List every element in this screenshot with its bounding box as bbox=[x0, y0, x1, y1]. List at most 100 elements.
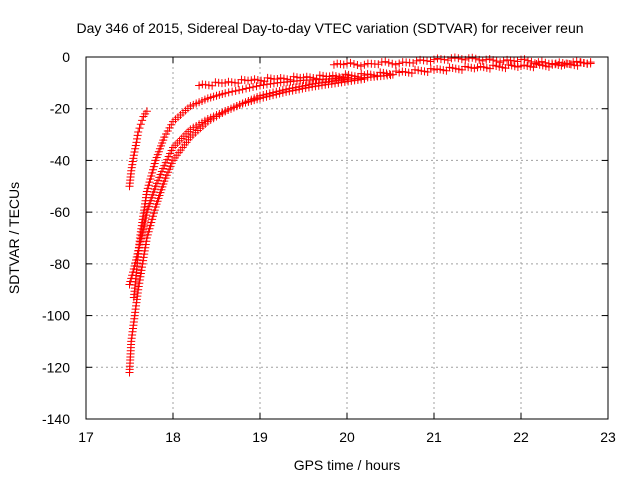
grid bbox=[86, 57, 608, 419]
data-point bbox=[173, 138, 182, 147]
data-point bbox=[283, 75, 292, 84]
data-point bbox=[259, 93, 268, 102]
data-point bbox=[289, 72, 298, 81]
y-tick-label: -100 bbox=[42, 308, 70, 324]
data-point bbox=[374, 60, 383, 69]
data-points bbox=[125, 53, 595, 377]
data-point bbox=[221, 89, 230, 98]
data-point bbox=[530, 59, 539, 68]
data-point bbox=[133, 134, 142, 143]
data-point bbox=[130, 148, 139, 157]
y-tick-label: -80 bbox=[50, 256, 70, 272]
data-point bbox=[471, 54, 480, 63]
y-tick-label: -120 bbox=[42, 359, 70, 375]
data-point bbox=[195, 81, 204, 90]
data-point bbox=[139, 253, 148, 262]
data-point bbox=[133, 131, 142, 140]
data-point bbox=[349, 59, 358, 68]
data-point bbox=[269, 91, 278, 100]
data-point bbox=[315, 71, 324, 80]
data-point bbox=[134, 127, 143, 136]
data-point bbox=[137, 266, 146, 275]
data-point bbox=[242, 84, 251, 93]
data-point bbox=[391, 60, 400, 69]
data-point bbox=[286, 75, 295, 84]
data-point bbox=[295, 85, 304, 94]
axis-ticks: 17 18 19 20 21 22 23 0 -20 -40 -60 -80 -100 -120 -140 bbox=[42, 49, 616, 445]
data-point bbox=[139, 256, 148, 265]
data-point bbox=[142, 237, 151, 246]
data-point bbox=[329, 60, 338, 69]
data-point bbox=[412, 56, 421, 65]
data-point bbox=[541, 58, 550, 67]
data-point bbox=[245, 83, 254, 92]
data-point bbox=[136, 269, 145, 278]
data-point bbox=[468, 53, 477, 62]
data-point bbox=[234, 79, 243, 88]
data-point bbox=[298, 84, 307, 93]
data-point bbox=[279, 74, 288, 83]
data-point bbox=[260, 77, 269, 86]
data-point bbox=[301, 84, 310, 93]
data-point bbox=[291, 85, 300, 94]
data-point bbox=[506, 56, 515, 65]
data-point bbox=[131, 144, 140, 153]
data-point bbox=[256, 81, 264, 90]
data-point bbox=[384, 58, 393, 67]
data-point bbox=[356, 62, 365, 71]
x-axis-label: GPS time / hours bbox=[294, 457, 401, 473]
data-point bbox=[136, 272, 145, 281]
data-point bbox=[129, 151, 138, 160]
data-point bbox=[534, 58, 543, 67]
data-point bbox=[235, 86, 244, 95]
data-point bbox=[135, 276, 144, 285]
data-point bbox=[537, 57, 546, 66]
data-point bbox=[306, 73, 315, 82]
data-point bbox=[134, 282, 143, 291]
data-point bbox=[586, 58, 595, 67]
data-point bbox=[262, 92, 271, 101]
x-tick-label: 23 bbox=[600, 429, 616, 445]
data-point bbox=[252, 82, 261, 91]
data-point bbox=[285, 87, 294, 96]
data-point bbox=[555, 58, 564, 67]
x-tick-label: 20 bbox=[339, 429, 355, 445]
data-point bbox=[433, 54, 442, 63]
data-point bbox=[353, 61, 362, 70]
data-point bbox=[272, 90, 281, 99]
data-point bbox=[419, 56, 428, 65]
data-point bbox=[426, 57, 435, 66]
data-point bbox=[282, 87, 291, 96]
data-point bbox=[377, 58, 386, 67]
x-tick-label: 21 bbox=[426, 429, 442, 445]
data-point bbox=[388, 59, 397, 68]
data-point bbox=[304, 83, 313, 92]
data-point bbox=[423, 56, 432, 65]
data-point bbox=[527, 57, 536, 66]
data-point bbox=[250, 75, 259, 84]
data-point bbox=[253, 75, 262, 84]
data-point bbox=[523, 56, 532, 65]
data-point bbox=[135, 279, 144, 288]
data-point bbox=[228, 87, 237, 96]
data-point bbox=[142, 107, 151, 116]
data-point bbox=[265, 91, 274, 100]
y-tick-label: -60 bbox=[50, 204, 70, 220]
data-point bbox=[256, 94, 264, 103]
data-point bbox=[221, 78, 230, 87]
data-point bbox=[288, 86, 297, 95]
data-point bbox=[436, 55, 445, 64]
data-point bbox=[409, 58, 418, 67]
data-point bbox=[224, 88, 233, 97]
x-tick-label: 19 bbox=[252, 429, 268, 445]
data-point bbox=[565, 60, 574, 69]
data-point bbox=[138, 116, 147, 125]
data-point bbox=[259, 80, 268, 89]
data-point bbox=[583, 59, 592, 68]
data-point bbox=[231, 86, 240, 95]
data-point bbox=[513, 57, 522, 66]
data-point bbox=[346, 58, 355, 67]
data-point bbox=[485, 55, 494, 64]
data-point bbox=[312, 74, 321, 83]
